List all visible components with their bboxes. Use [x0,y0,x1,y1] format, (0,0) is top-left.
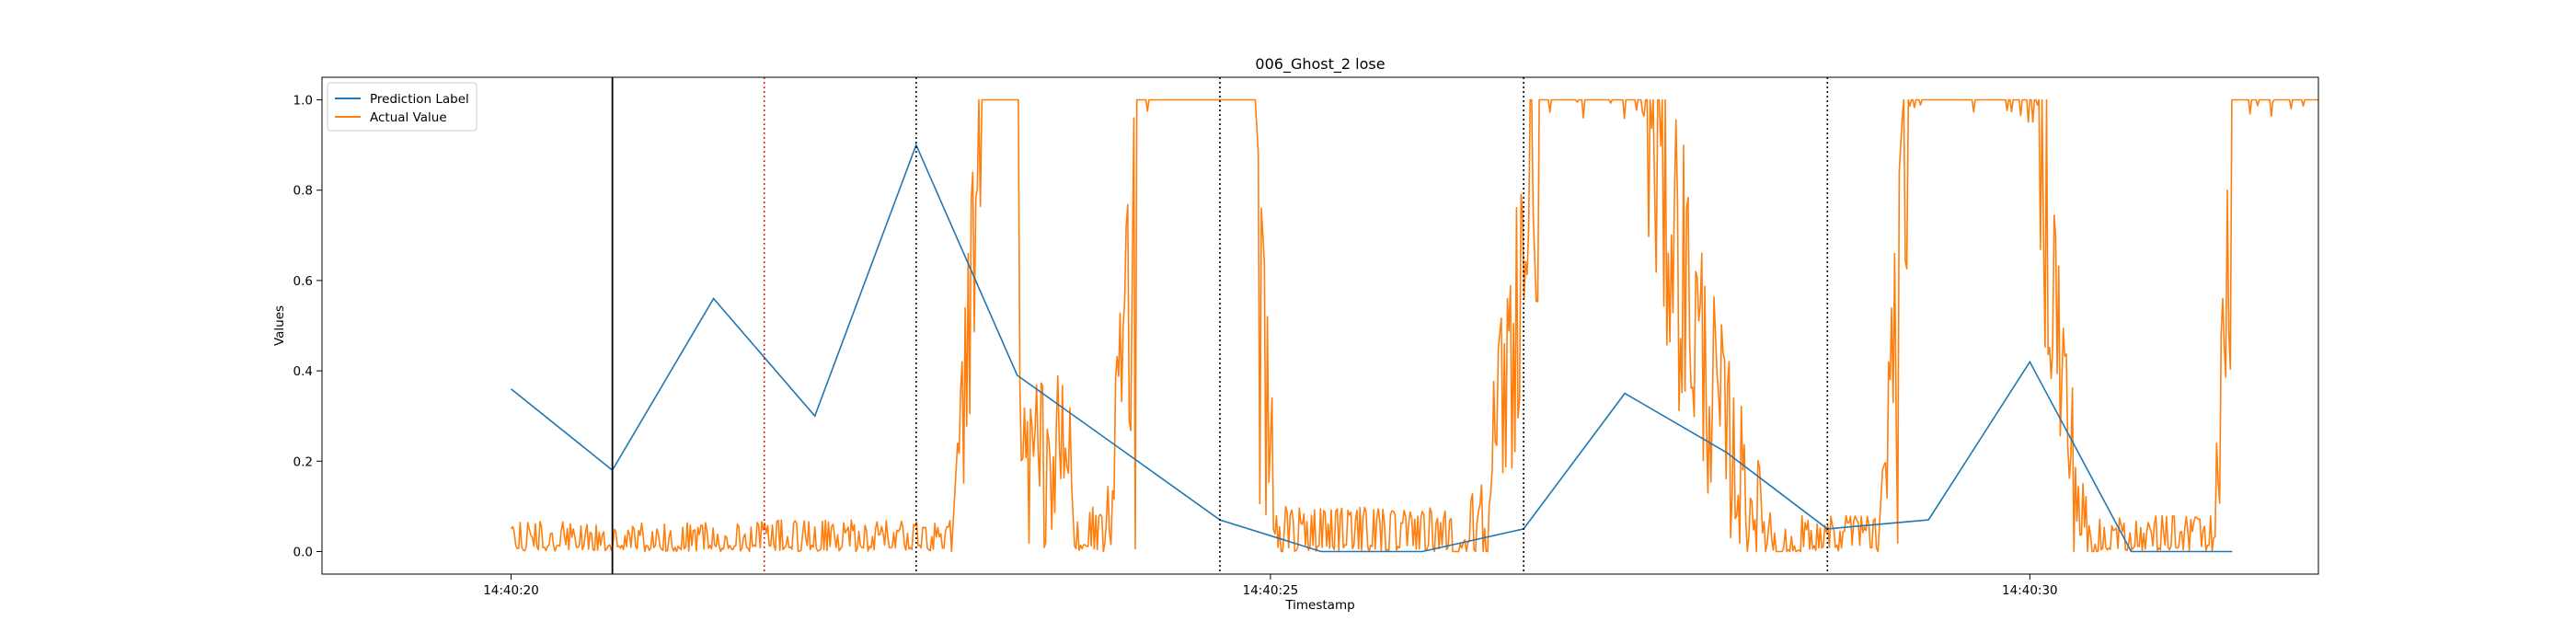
y-tick-label: 0.0 [293,545,313,559]
legend-label: Actual Value [370,110,447,125]
vertical-markers [611,77,1829,574]
x-tick-label: 14:40:25 [1243,583,1299,598]
y-tick-label: 0.6 [293,274,313,289]
series-actual-value-line [510,98,2318,553]
y-axis-label: Values [272,305,287,346]
y-tick-label: 0.4 [293,364,313,379]
x-tick-label: 14:40:30 [2002,583,2058,598]
x-tick-label: 14:40:20 [483,583,539,598]
plot-frame [321,76,2319,575]
legend-box [327,82,477,132]
y-tick-label: 0.2 [293,454,313,469]
legend: Prediction Label Actual Value [327,82,477,132]
x-axis: 14:40:20 14:40:25 14:40:30 [483,574,2058,598]
y-tick-label: 1.0 [293,94,313,109]
chart-title: 006_Ghost_2 lose [1255,55,1385,74]
series-prediction-label-line [510,143,2233,553]
x-axis-label: Timestamp [1284,598,1354,613]
plot-content [510,98,2318,553]
legend-label: Prediction Label [370,92,469,107]
y-tick-label: 0.8 [293,184,313,199]
y-axis: 0.0 0.2 0.4 0.6 0.8 1.0 [293,94,322,559]
